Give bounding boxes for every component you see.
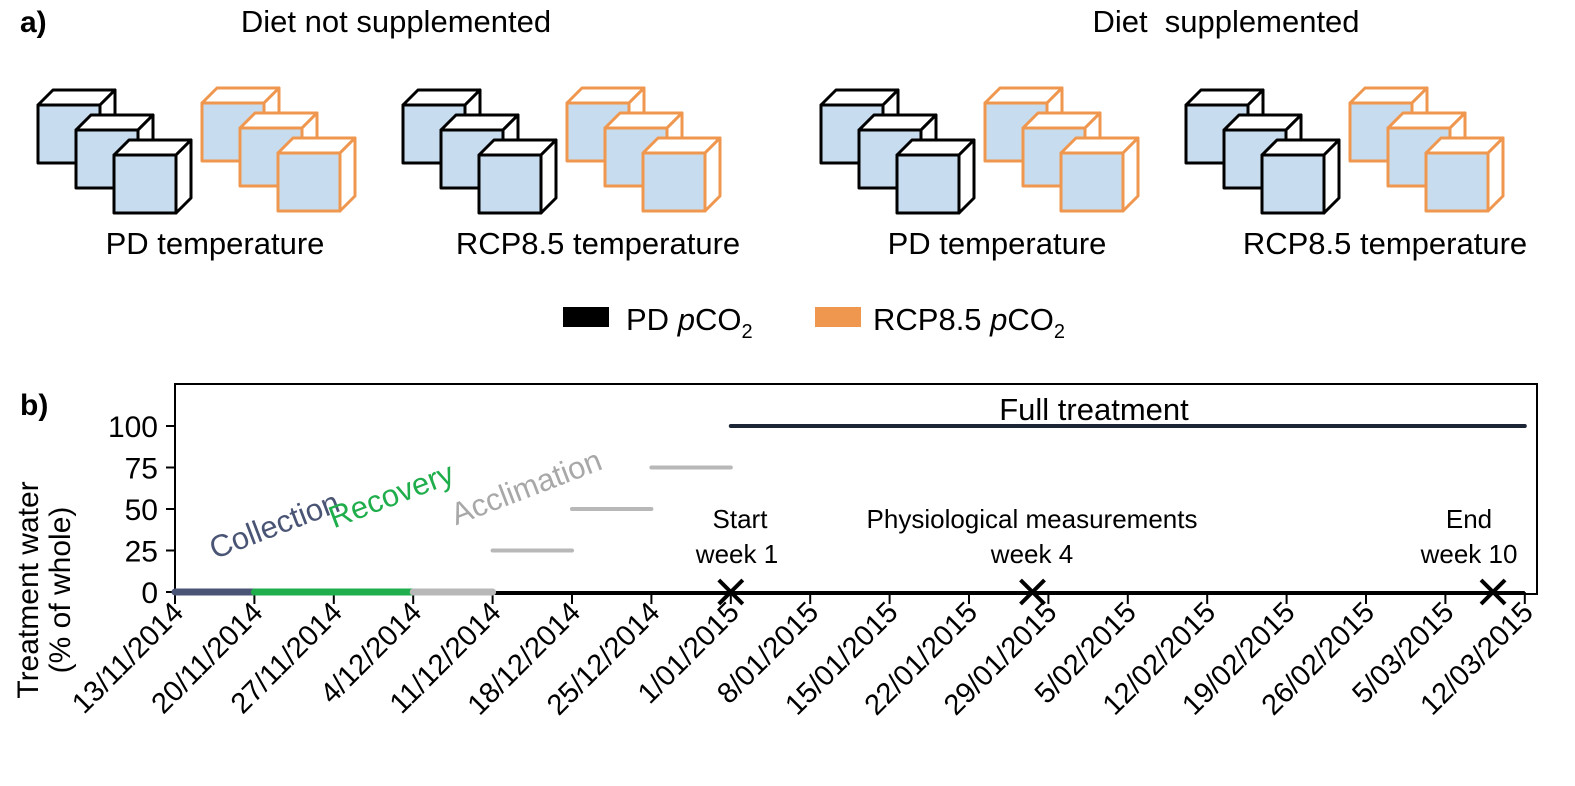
pd-tank-4-3-side	[1322, 138, 1341, 215]
marker-x-2	[1019, 578, 1046, 606]
rcp-tank-3-3	[1059, 136, 1140, 213]
marker-physio-line1: Physiological measurements	[867, 504, 1198, 534]
rcp-tank-2-3-front	[641, 151, 707, 213]
pd-tank-3-3-side	[957, 138, 976, 215]
tank-group-2	[401, 86, 722, 215]
group-label-4: RCP8.5 temperature	[1243, 226, 1527, 261]
phase-label-full-treatment: Full treatment	[999, 392, 1189, 427]
marker-start-line1: Start	[713, 504, 769, 534]
phase-label-recovery: Recovery	[324, 455, 459, 535]
tank-group-4	[1184, 86, 1505, 215]
y-tick-label: 25	[125, 536, 158, 569]
marker-end-line1: End	[1446, 504, 1492, 534]
phase-label-acclimation: Acclimation	[446, 442, 607, 531]
rcp-tank-3-3-front	[1059, 151, 1125, 213]
tank-group-1	[36, 86, 357, 215]
group-label-3: PD temperature	[888, 226, 1107, 261]
diet-supplemented-title: Diet supplemented	[1092, 4, 1359, 39]
y-tick-label: 75	[125, 453, 158, 486]
plot-frame	[174, 383, 1538, 595]
rcp-tank-1-3-side	[338, 136, 357, 213]
diet-not-supplemented-title: Diet not supplemented	[241, 4, 551, 39]
rcp-tank-4-3-front	[1424, 151, 1490, 213]
tank-groups	[36, 86, 1505, 215]
marker-start-line2: week 1	[695, 539, 778, 569]
rcp-tank-3-3-side	[1121, 136, 1140, 213]
group-label-2: RCP8.5 temperature	[456, 226, 740, 261]
panel-a-label: a)	[20, 6, 47, 39]
marker-x-1	[717, 578, 745, 606]
chart: 025507510013/11/201420/11/201427/11/2014…	[66, 411, 1540, 722]
rcp-tank-1-3	[276, 136, 357, 213]
y-tick-label: 50	[125, 494, 158, 527]
pd-tank-2-3-side	[539, 138, 558, 215]
y-axis-title: Treatment water (% of whole)	[12, 481, 77, 698]
pd-tank-4-3-front	[1260, 153, 1326, 215]
pd-tank-1-3	[112, 138, 193, 215]
phase-label-collection: Collection	[204, 484, 344, 565]
pd-tank-2-3	[477, 138, 558, 215]
pd-tank-1-3-front	[112, 153, 178, 215]
legend-pd-label: PD pCO2	[626, 302, 753, 343]
rcp-tank-2-3	[641, 136, 722, 213]
legend-rcp-label: RCP8.5 pCO2	[873, 302, 1065, 343]
pd-tank-3-3-front	[895, 153, 961, 215]
pd-tank-1-3-side	[174, 138, 193, 215]
marker-x-3	[1479, 578, 1507, 606]
legend-rcp-swatch	[815, 307, 861, 327]
marker-end-line2: week 10	[1420, 539, 1518, 569]
y-tick-label: 100	[108, 411, 158, 444]
rcp-tank-4-3-side	[1486, 136, 1505, 213]
rcp-tank-4-3	[1424, 136, 1505, 213]
y-tick-label: 0	[141, 577, 158, 610]
pd-tank-4-3	[1260, 138, 1341, 215]
marker-x-stroke-b	[1479, 578, 1507, 606]
rcp-tank-2-3-side	[703, 136, 722, 213]
legend-pd-swatch	[563, 307, 609, 327]
group-label-1: PD temperature	[106, 226, 325, 261]
pd-tank-2-3-front	[477, 153, 543, 215]
marker-x-stroke-b	[1019, 578, 1046, 606]
marker-physio-line2: week 4	[990, 539, 1073, 569]
panel-b-label: b)	[20, 389, 48, 422]
rcp-tank-1-3-front	[276, 151, 342, 213]
tank-group-3	[819, 86, 1140, 215]
y-axis-title-line1: Treatment water	[12, 481, 45, 698]
marker-x-stroke-b	[717, 578, 745, 606]
pd-tank-3-3	[895, 138, 976, 215]
y-axis-title-line2: (% of whole)	[44, 507, 77, 674]
